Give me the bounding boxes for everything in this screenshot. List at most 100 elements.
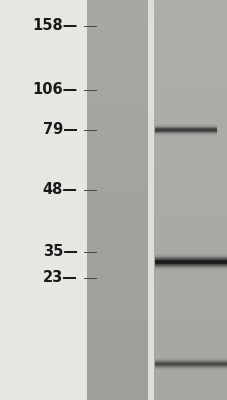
Bar (155, 134, 216, 135)
Bar (155, 255, 227, 256)
Bar (86, 120, 148, 133)
Text: 106—: 106— (32, 82, 77, 98)
Bar (86, 27, 148, 40)
Bar (155, 361, 227, 362)
Bar (153, 27, 227, 40)
Bar (155, 264, 227, 265)
Bar (155, 265, 227, 266)
Bar (155, 254, 227, 255)
Bar (155, 359, 227, 360)
Bar (153, 227, 227, 240)
Bar (155, 135, 216, 136)
Bar (153, 53, 227, 67)
Bar (155, 263, 227, 264)
Bar (155, 260, 227, 261)
Bar (86, 240, 148, 253)
Bar (155, 131, 216, 132)
Bar (86, 227, 148, 240)
Bar (155, 259, 227, 260)
Bar (86, 13, 148, 27)
Text: 79—: 79— (43, 122, 77, 138)
Bar (155, 269, 227, 270)
Bar (153, 147, 227, 160)
Bar (86, 320, 148, 333)
Text: 35—: 35— (42, 244, 77, 260)
Bar (153, 120, 227, 133)
Bar (155, 261, 227, 262)
Bar (155, 364, 227, 365)
Bar (86, 347, 148, 360)
Bar (153, 240, 227, 253)
Bar (153, 267, 227, 280)
Bar (153, 0, 227, 400)
Bar (153, 347, 227, 360)
Bar (86, 333, 148, 347)
Bar (153, 200, 227, 213)
Bar (86, 80, 148, 93)
Bar (155, 132, 216, 133)
Bar (153, 320, 227, 333)
Bar (153, 307, 227, 320)
Text: 48—: 48— (42, 182, 77, 198)
Bar (153, 93, 227, 107)
Bar (86, 280, 148, 293)
Bar (153, 373, 227, 387)
Bar (86, 387, 148, 400)
Bar (155, 256, 227, 257)
Bar (153, 360, 227, 373)
Bar (155, 369, 227, 370)
Bar (155, 367, 227, 368)
Bar (86, 0, 148, 400)
Bar (86, 133, 148, 147)
Bar (155, 266, 227, 267)
Bar (155, 267, 227, 268)
Bar (155, 360, 227, 361)
Bar (155, 268, 227, 269)
Bar (86, 67, 148, 80)
Bar (155, 125, 216, 126)
Bar (86, 253, 148, 267)
Bar (86, 160, 148, 173)
Bar (153, 387, 227, 400)
Bar (86, 293, 148, 307)
Bar (86, 93, 148, 107)
Bar (153, 160, 227, 173)
Bar (153, 40, 227, 53)
Bar (153, 253, 227, 267)
Bar (153, 133, 227, 147)
Bar (153, 173, 227, 187)
Bar (155, 363, 227, 364)
Bar (153, 0, 227, 13)
Bar (86, 107, 148, 120)
Bar (86, 187, 148, 200)
Bar (153, 293, 227, 307)
Bar (155, 129, 216, 130)
Bar (86, 53, 148, 67)
Bar (148, 0, 153, 400)
Bar (86, 147, 148, 160)
Bar (153, 80, 227, 93)
Bar (86, 0, 148, 13)
Bar (86, 360, 148, 373)
Bar (155, 257, 227, 258)
Bar (155, 368, 227, 369)
Bar (155, 127, 216, 128)
Bar (155, 358, 227, 359)
Bar (86, 213, 148, 227)
Bar (153, 213, 227, 227)
Bar (155, 365, 227, 366)
Bar (153, 280, 227, 293)
Bar (155, 362, 227, 363)
Bar (86, 373, 148, 387)
Bar (86, 200, 148, 213)
Text: 158—: 158— (32, 18, 77, 34)
Text: 23—: 23— (43, 270, 77, 286)
Bar (155, 262, 227, 263)
Bar (155, 366, 227, 367)
Bar (0, 0, 86, 400)
Bar (155, 258, 227, 259)
Bar (155, 124, 216, 125)
Bar (86, 307, 148, 320)
Bar (153, 13, 227, 27)
Bar (155, 130, 216, 131)
